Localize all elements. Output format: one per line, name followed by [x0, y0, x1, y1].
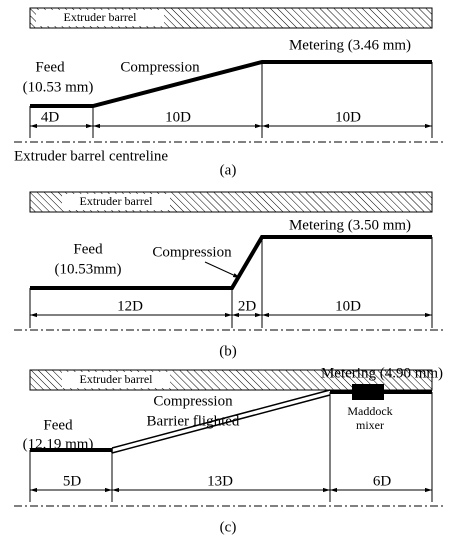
feed-label: Feed [43, 417, 73, 433]
panel-b: Extruder barrel Feed (10.53mm) Compressi… [14, 191, 446, 359]
barrel-label: Extruder barrel [80, 194, 154, 208]
mixer-label: Maddock [347, 404, 392, 418]
barrel-label: Extruder barrel [80, 372, 154, 386]
dim-label: 6D [373, 473, 392, 489]
mixer [352, 384, 384, 400]
dim-label: 10D [165, 109, 191, 125]
screw-profile [30, 60, 432, 108]
barrel-label: Extruder barrel [64, 10, 138, 24]
compression-label: Compression [120, 59, 200, 75]
panel-c: Extruder barrel Feed (12.19 mm) Compress… [14, 365, 446, 535]
metering-label: Metering (4.90 mm) [321, 365, 443, 381]
caption: (b) [219, 343, 237, 359]
mixer-label: mixer [356, 418, 384, 432]
dim-label: 12D [117, 298, 143, 314]
dim-label: 10D [335, 109, 361, 125]
compression-label: Compression [152, 244, 232, 260]
dim-label: 10D [335, 298, 361, 314]
caption: (a) [220, 162, 237, 178]
centreline-label: Extruder barrel centreline [14, 148, 168, 164]
dim-label: 4D [41, 109, 60, 125]
feed-depth: (10.53mm) [54, 261, 121, 277]
dim-label: 5D [63, 473, 82, 489]
feed-label: Feed [35, 59, 65, 75]
compression-note: Barrier flighted [147, 413, 240, 429]
dimension-lines [29, 237, 433, 328]
compression-label: Compression [153, 393, 233, 409]
screw-profile [30, 235, 432, 290]
dimension-lines [29, 62, 433, 138]
caption: (c) [220, 519, 237, 535]
metering-label: Metering (3.50 mm) [289, 217, 411, 233]
feed-label: Feed [73, 241, 103, 257]
dim-label: 13D [207, 473, 233, 489]
feed-depth: (10.53 mm) [23, 79, 94, 95]
barrel-label-bg [62, 372, 170, 388]
dim-label: 2D [238, 298, 257, 314]
barrel-label-bg [36, 10, 164, 26]
dimension-lines [29, 392, 433, 502]
metering-label: Metering (3.46 mm) [289, 37, 411, 53]
panel-a: Extruder barrel Feed (10.53 mm) Compress… [14, 7, 446, 178]
feed-depth: (12.19 mm) [23, 436, 94, 452]
barrel-label-bg [62, 194, 170, 210]
